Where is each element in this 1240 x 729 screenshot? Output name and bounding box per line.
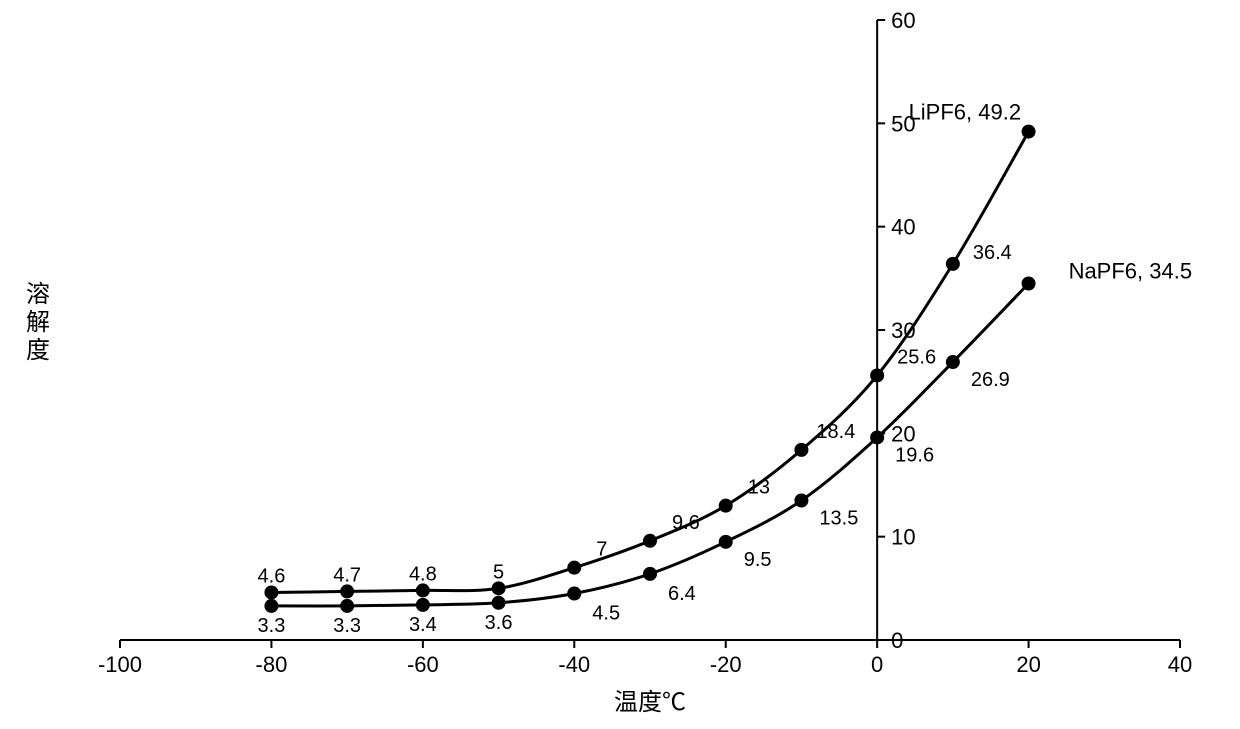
data-marker: [870, 430, 884, 444]
y-axis-label-char: 溶: [26, 281, 50, 308]
series-end-label-LiPF6: LiPF6, 49.2: [909, 100, 1022, 125]
series-end-label-NaPF6: NaPF6, 34.5: [1069, 259, 1193, 284]
data-marker: [567, 561, 581, 575]
x-tick-label: 40: [1168, 652, 1192, 677]
data-label: 25.6: [897, 346, 936, 368]
x-tick-label: -40: [558, 652, 590, 677]
data-label: 13.5: [819, 508, 858, 530]
data-label: 5: [493, 561, 504, 583]
x-axis-label: 温度℃: [614, 689, 686, 716]
x-tick-label: -60: [407, 652, 439, 677]
data-marker: [1022, 125, 1036, 139]
x-tick-label: -100: [98, 652, 142, 677]
data-label: 3.4: [409, 614, 437, 636]
data-marker: [340, 599, 354, 613]
data-marker: [794, 443, 808, 457]
data-label: 36.4: [973, 242, 1012, 264]
data-marker: [567, 587, 581, 601]
data-label: 3.3: [333, 615, 361, 637]
data-label: 9.6: [672, 512, 700, 534]
data-marker: [643, 534, 657, 548]
data-label: 19.6: [895, 444, 934, 466]
y-tick-label: 20: [891, 421, 915, 446]
data-marker: [643, 567, 657, 581]
data-label: 3.3: [258, 615, 286, 637]
x-tick-label: -80: [256, 652, 288, 677]
data-marker: [264, 599, 278, 613]
data-label: 9.5: [744, 549, 772, 571]
data-label: 4.8: [409, 563, 437, 585]
x-tick-label: 0: [871, 652, 883, 677]
y-tick-label: 60: [891, 8, 915, 33]
data-label: 3.6: [485, 612, 513, 634]
solubility-line-chart: 0102030405060-100-80-60-40-2002040温度℃溶解度…: [0, 0, 1240, 729]
y-tick-label: 10: [891, 525, 915, 550]
data-marker: [946, 257, 960, 271]
data-marker: [416, 583, 430, 597]
data-marker: [794, 494, 808, 508]
data-label: 4.7: [333, 564, 361, 586]
data-marker: [340, 584, 354, 598]
data-label: 18.4: [816, 421, 855, 443]
data-label: 4.5: [592, 603, 620, 625]
data-marker: [492, 581, 506, 595]
data-marker: [719, 499, 733, 513]
chart-container: 0102030405060-100-80-60-40-2002040温度℃溶解度…: [0, 0, 1240, 729]
x-tick-label: 20: [1016, 652, 1040, 677]
data-label: 4.6: [258, 565, 286, 587]
data-label: 26.9: [971, 369, 1010, 391]
data-marker: [1022, 277, 1036, 291]
data-label: 13: [748, 477, 770, 499]
y-axis-label-char: 度: [26, 337, 50, 364]
data-marker: [264, 585, 278, 599]
data-marker: [719, 535, 733, 549]
data-label: 7: [596, 539, 607, 561]
data-marker: [870, 368, 884, 382]
y-tick-label: 40: [891, 215, 915, 240]
data-label: 6.4: [668, 583, 696, 605]
data-marker: [416, 598, 430, 612]
x-tick-label: -20: [710, 652, 742, 677]
y-axis-label-char: 解: [26, 309, 50, 336]
data-marker: [946, 355, 960, 369]
data-marker: [492, 596, 506, 610]
